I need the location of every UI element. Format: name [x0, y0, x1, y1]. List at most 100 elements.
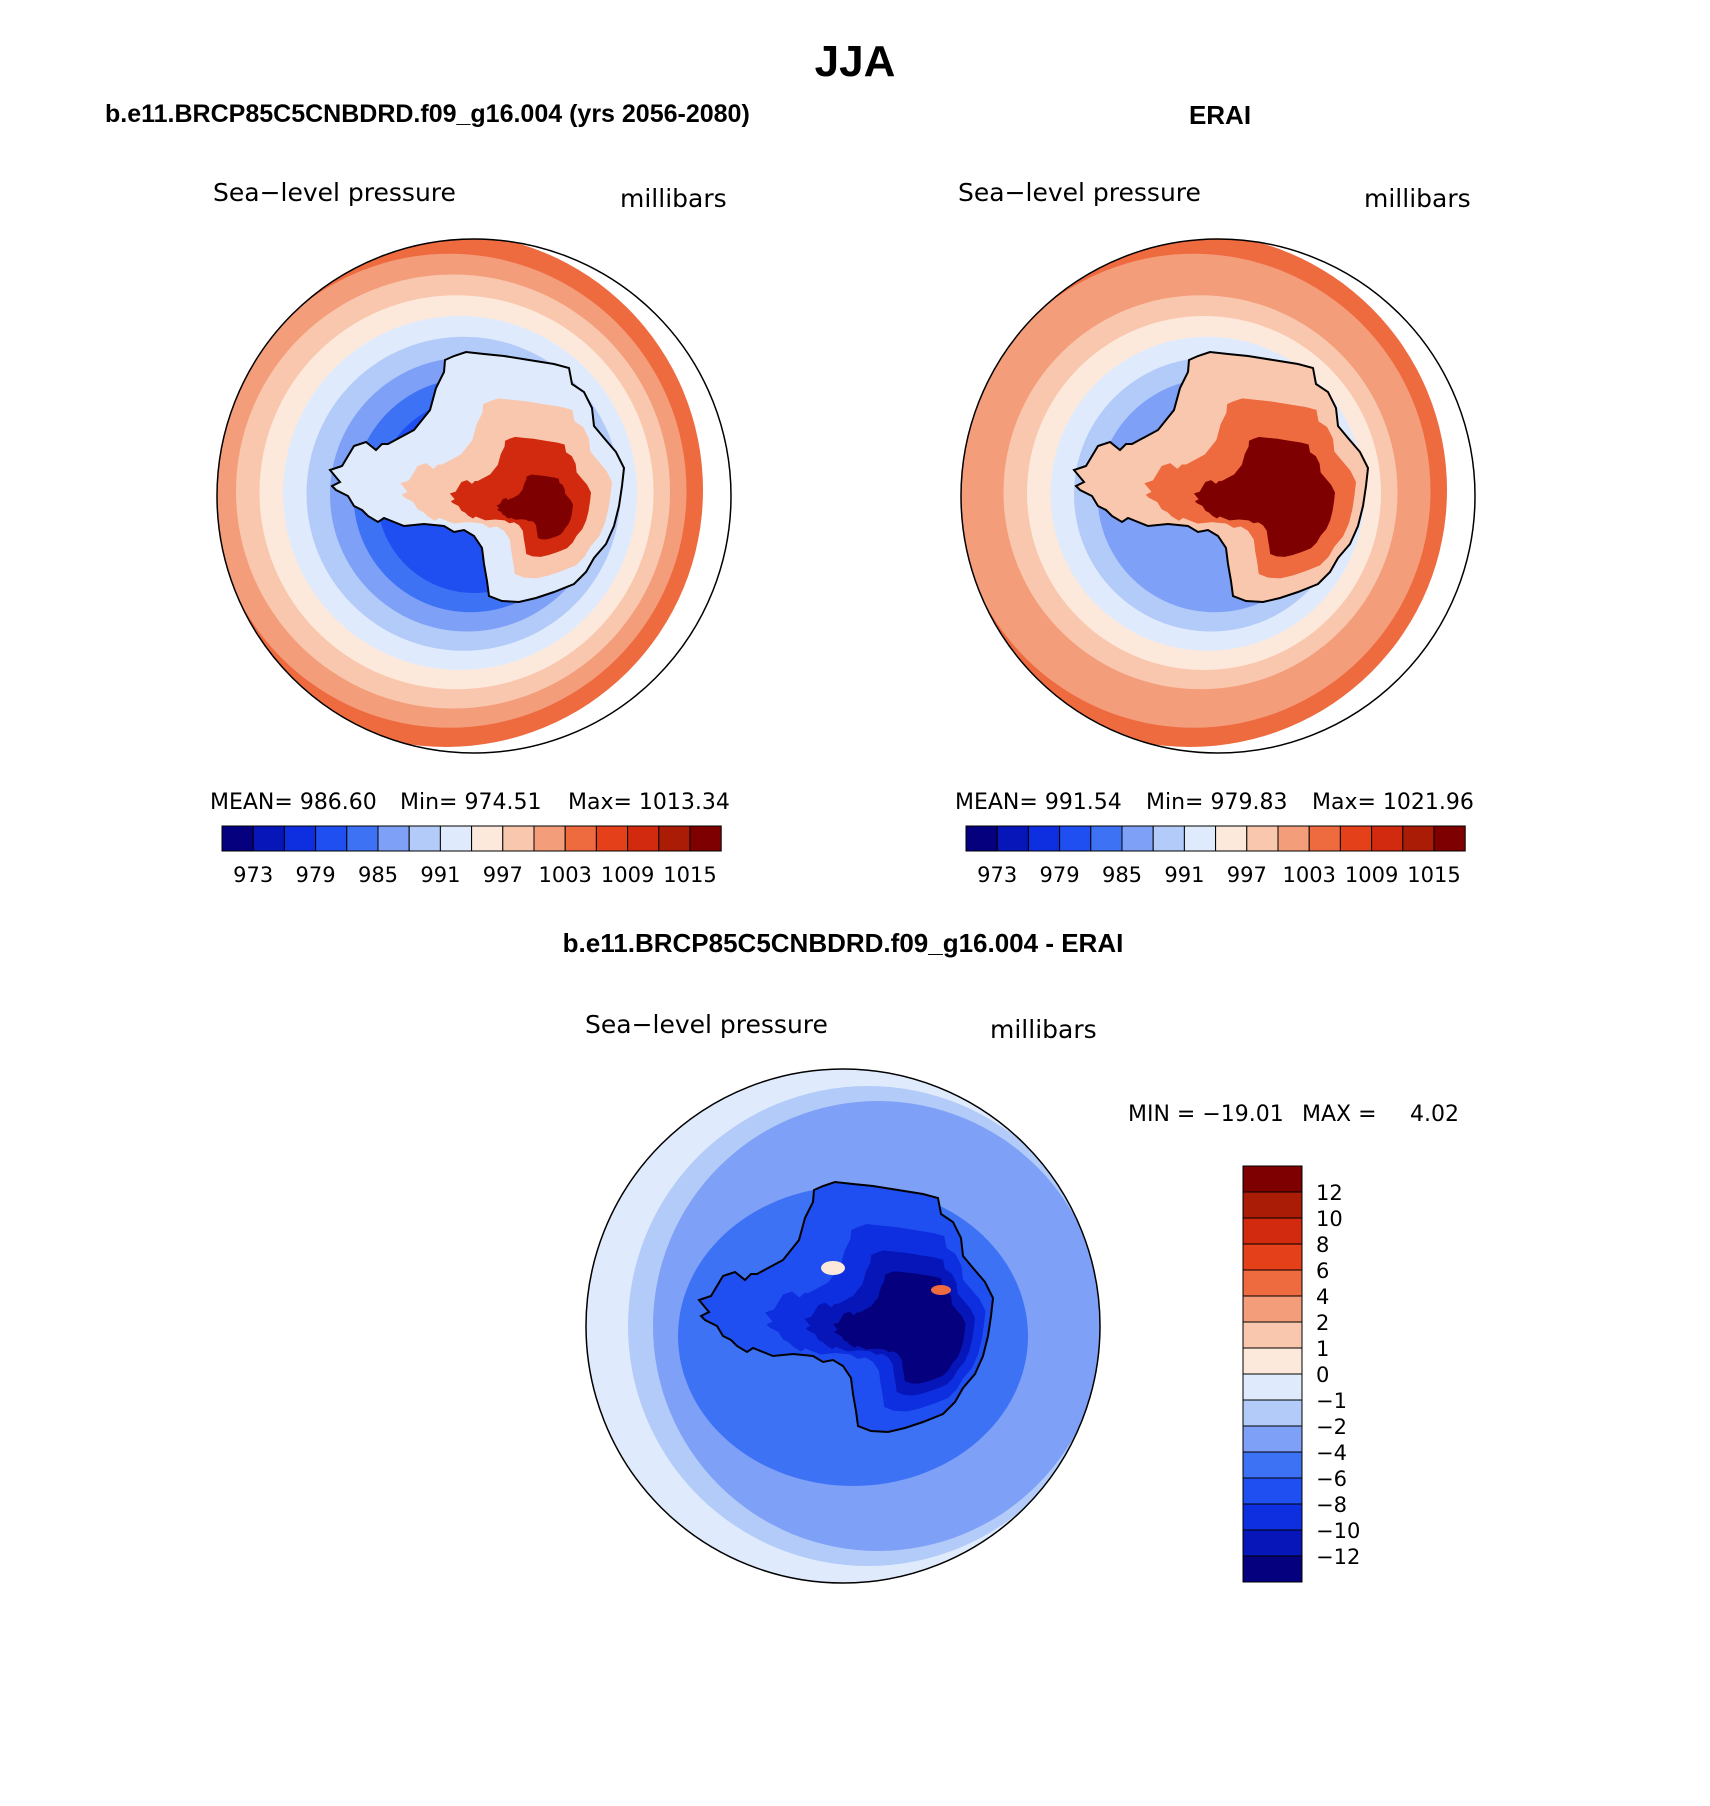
colorbar-swatch: [315, 825, 348, 852]
panel-erai: ERAI Sea−level pressure millibars MEAN= …: [955, 100, 1476, 887]
panel-title-erai: ERAI: [1189, 100, 1251, 130]
colorbar-tick-label: −6: [1316, 1467, 1347, 1491]
colorbar-swatch: [1433, 825, 1466, 852]
colorbar-swatch: [1242, 1347, 1303, 1375]
colorbar-swatch: [1339, 825, 1373, 852]
colorbar-swatch: [1242, 1477, 1303, 1505]
colorbar-tick-label: 985: [358, 863, 398, 887]
colorbar-tick-label: 1003: [1282, 863, 1335, 887]
colorbar-swatch: [1242, 1191, 1303, 1219]
colorbar-tick-label: 973: [977, 863, 1017, 887]
colorbar-tick-label: −4: [1316, 1441, 1347, 1465]
colorbar-tick-label: 979: [1040, 863, 1080, 887]
colorbar-swatch: [408, 825, 441, 852]
colorbar-tick-label: 985: [1102, 863, 1142, 887]
colorbar-swatch: [1242, 1295, 1303, 1323]
difference-title: b.e11.BRCP85C5CNBDRD.f09_g16.004 - ERAI: [563, 928, 1124, 958]
map-border: [960, 238, 1476, 754]
colorbar-tick-label: −10: [1316, 1519, 1360, 1543]
colorbar-swatch: [658, 825, 691, 852]
colorbar-tick-label: 997: [483, 863, 523, 887]
colorbar-tick-label: 10: [1316, 1207, 1343, 1231]
colorbar-swatch: [1242, 1269, 1303, 1297]
min-text-erai: Min= 979.83: [1146, 790, 1287, 815]
colorbar-tick-label: 1015: [663, 863, 716, 887]
colorbar-swatch: [221, 825, 254, 852]
colorbar-tick-label: 6: [1316, 1259, 1329, 1283]
colorbar-swatch: [1242, 1217, 1303, 1245]
colorbar-swatch: [1027, 825, 1061, 852]
colorbar-swatch: [533, 825, 566, 852]
colorbar-swatch: [1242, 1555, 1303, 1583]
figure-title: JJA: [815, 37, 896, 86]
colorbar-tick-label: 991: [420, 863, 460, 887]
colorbar-tick-label: 991: [1164, 863, 1204, 887]
colorbar-tick-label: 979: [296, 863, 336, 887]
mean-text-erai: MEAN= 991.54: [955, 790, 1122, 815]
colorbar-swatch: [965, 825, 998, 852]
max-text-erai: Max= 1021.96: [1312, 790, 1474, 815]
min-text-model: Min= 974.51: [400, 790, 541, 815]
colorbar-swatch: [1242, 1243, 1303, 1271]
colorbar-swatch: [1242, 1373, 1303, 1401]
colorbar-swatch: [1242, 1425, 1303, 1453]
left-label-erai: Sea−level pressure: [958, 178, 1201, 207]
max-text-model: Max= 1013.34: [568, 790, 730, 815]
left-label-diff: Sea−level pressure: [585, 1010, 828, 1039]
min-text-diff: MIN = −19.01: [1128, 1102, 1284, 1127]
map-border: [585, 1068, 1101, 1584]
colorbar-swatch: [1121, 825, 1154, 852]
colorbar-tick-label: 1009: [601, 863, 654, 887]
colorbar-swatch: [502, 825, 535, 852]
colorbar-swatch: [1242, 1451, 1303, 1479]
colorbar-tick-label: −2: [1316, 1415, 1347, 1439]
colorbar-swatch: [1402, 825, 1435, 852]
colorbar-swatch: [1059, 825, 1092, 852]
colorbar-swatch: [471, 825, 504, 852]
contour-band: [821, 1261, 845, 1275]
max-label-diff: MAX =: [1302, 1102, 1377, 1127]
colorbar-tick-label: −8: [1316, 1493, 1347, 1517]
right-label-diff: millibars: [990, 1015, 1097, 1044]
colorbar-tick-label: 4: [1316, 1285, 1329, 1309]
colorbar-swatch: [377, 825, 410, 852]
colorbar-tick-label: 2: [1316, 1311, 1329, 1335]
colorbar-swatch: [1183, 825, 1217, 852]
colorbar-swatch: [439, 825, 473, 852]
colorbar-tick-label: 1015: [1407, 863, 1460, 887]
colorbar-swatch: [689, 825, 722, 852]
colorbar-tick-label: 12: [1316, 1181, 1343, 1205]
mean-text-model: MEAN= 986.60: [210, 790, 377, 815]
colorbar-model: 973 979 985 991 997 1003 1009 1015: [221, 825, 722, 887]
colorbar-swatch: [346, 825, 379, 852]
panel-model: b.e11.BRCP85C5CNBDRD.f09_g16.004 (yrs 20…: [105, 100, 750, 887]
colorbar-swatch: [1215, 825, 1248, 852]
colorbar-swatch: [1242, 1529, 1303, 1557]
colorbar-swatch: [1090, 825, 1123, 852]
colorbar-tick-label: 1: [1316, 1337, 1329, 1361]
colorbar-swatch: [283, 825, 317, 852]
colorbar-tick-label: 973: [233, 863, 273, 887]
colorbar-swatch: [1308, 825, 1341, 852]
colorbar-swatch: [1242, 1321, 1303, 1349]
panel-difference: b.e11.BRCP85C5CNBDRD.f09_g16.004 - ERAI …: [563, 928, 1459, 1584]
polar-map-model: [216, 238, 732, 754]
colorbar-swatch: [1242, 1399, 1303, 1427]
colorbar-swatch: [996, 825, 1029, 852]
contour-band: [931, 1285, 951, 1295]
colorbar-swatch: [1242, 1165, 1303, 1193]
max-value-diff: 4.02: [1410, 1102, 1459, 1127]
right-label-model: millibars: [620, 184, 727, 213]
colorbar-tick-label: 1009: [1345, 863, 1398, 887]
colorbar-swatch: [1277, 825, 1310, 852]
colorbar-swatch: [1371, 825, 1404, 852]
colorbar-swatch: [1246, 825, 1279, 852]
polar-map-erai: [960, 238, 1476, 754]
colorbar-tick-label: −12: [1316, 1545, 1360, 1569]
colorbar-tick-label: 0: [1316, 1363, 1329, 1387]
colorbar-swatch: [1242, 1503, 1303, 1531]
colorbar-tick-label: −1: [1316, 1389, 1347, 1413]
colorbar-swatch: [627, 825, 660, 852]
